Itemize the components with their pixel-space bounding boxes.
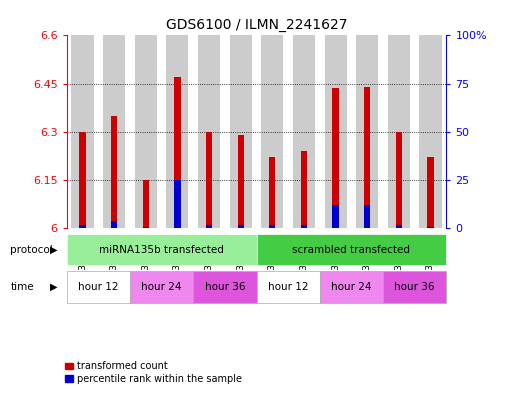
Text: hour 12: hour 12 (268, 282, 308, 292)
Legend: transformed count, percentile rank within the sample: transformed count, percentile rank withi… (61, 358, 246, 388)
Bar (269, 225, 275, 228)
Bar (143, 180, 149, 228)
Text: scrambled transfected: scrambled transfected (292, 244, 410, 255)
Bar (111, 221, 117, 228)
Text: ▶: ▶ (50, 244, 57, 255)
Bar (198, 35, 220, 228)
Bar (174, 180, 181, 228)
Bar (301, 151, 307, 228)
Bar (356, 35, 378, 228)
Bar (230, 35, 252, 228)
Bar (130, 271, 193, 303)
Text: miRNA135b transfected: miRNA135b transfected (99, 244, 224, 255)
Bar (206, 132, 212, 228)
Text: hour 24: hour 24 (142, 282, 182, 292)
Bar (67, 271, 130, 303)
Bar (80, 132, 86, 228)
Bar (388, 35, 410, 228)
Text: time: time (10, 282, 34, 292)
Bar (135, 35, 157, 228)
Bar (269, 157, 275, 228)
Text: hour 36: hour 36 (394, 282, 435, 292)
Bar (206, 225, 212, 228)
Bar (111, 116, 117, 228)
Bar (420, 35, 442, 228)
Bar (293, 35, 315, 228)
Bar (174, 77, 181, 228)
Bar (364, 205, 370, 228)
Bar (320, 271, 383, 303)
Bar (71, 35, 93, 228)
Bar (332, 205, 339, 228)
Bar (193, 271, 256, 303)
Bar (301, 225, 307, 228)
Bar (143, 227, 149, 228)
Bar (383, 271, 446, 303)
Bar (238, 225, 244, 228)
Bar (332, 88, 339, 228)
Text: hour 12: hour 12 (78, 282, 119, 292)
Bar (256, 271, 320, 303)
Text: protocol: protocol (10, 244, 53, 255)
Bar (396, 132, 402, 228)
Text: hour 24: hour 24 (331, 282, 371, 292)
Bar (396, 225, 402, 228)
Text: hour 36: hour 36 (205, 282, 245, 292)
Bar (325, 35, 347, 228)
Bar (103, 35, 125, 228)
Bar (364, 87, 370, 228)
Text: ▶: ▶ (50, 282, 57, 292)
Bar (67, 233, 256, 266)
Bar (80, 225, 86, 228)
Title: GDS6100 / ILMN_2241627: GDS6100 / ILMN_2241627 (166, 18, 347, 31)
Bar (261, 35, 283, 228)
Bar (427, 227, 433, 228)
Bar (238, 135, 244, 228)
Bar (427, 157, 433, 228)
Bar (256, 233, 446, 266)
Bar (166, 35, 188, 228)
